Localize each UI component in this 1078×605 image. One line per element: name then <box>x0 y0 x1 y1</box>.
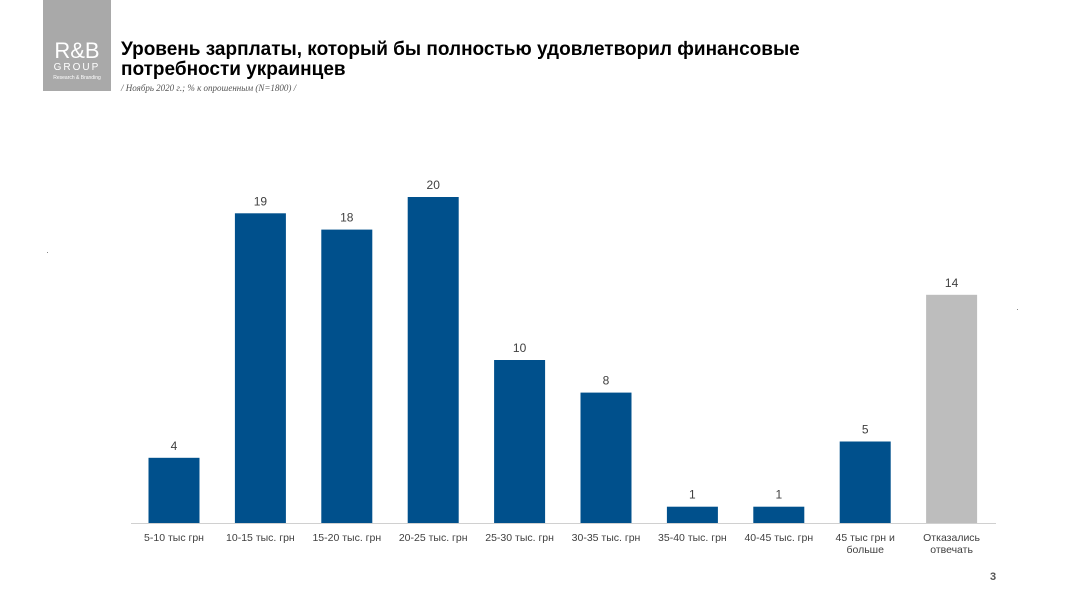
decorative-dot <box>1017 309 1018 310</box>
bar <box>580 392 632 523</box>
x-tick-label: 25-30 тыс. грн <box>485 532 554 544</box>
bar <box>321 229 373 523</box>
bar <box>666 506 718 523</box>
bar-value-label: 4 <box>171 439 178 453</box>
bar-value-label: 8 <box>603 374 610 388</box>
slide-title: Уровень зарплаты, который бы полностью у… <box>121 39 800 80</box>
x-tick-label: 20-25 тыс. грн <box>399 532 468 544</box>
bar <box>407 197 459 523</box>
logo-sub-text: GROUP <box>53 62 101 73</box>
bar <box>839 441 891 523</box>
x-tick-label: Отказались отвечать <box>923 532 980 556</box>
bar <box>494 360 546 523</box>
logo-tagline: Research & Branding <box>53 75 101 81</box>
x-tick-label: 45 тыс грн и больше <box>836 532 896 556</box>
bar <box>753 506 805 523</box>
bar <box>926 294 978 523</box>
bar-value-label: 19 <box>254 194 268 208</box>
x-tick-label: 5-10 тыс грн <box>144 532 204 544</box>
x-tick-label: 40-45 тыс. грн <box>744 532 813 544</box>
x-tick-label: 15-20 тыс. грн <box>312 532 381 544</box>
bar-value-label: 18 <box>340 211 354 225</box>
logo-main-text: R&B <box>54 38 100 63</box>
x-tick-label: 30-35 тыс. грн <box>572 532 641 544</box>
bar-value-label: 5 <box>862 423 869 437</box>
bar-value-label: 1 <box>775 488 782 502</box>
decorative-dot <box>47 252 48 253</box>
company-logo: R&B GROUP Research & Branding <box>43 0 111 91</box>
bar-value-label: 1 <box>689 488 696 502</box>
page-number: 3 <box>990 571 997 583</box>
bar-value-label: 14 <box>945 276 959 290</box>
bar-value-label: 10 <box>513 341 527 355</box>
bar-value-label: 20 <box>427 178 441 192</box>
bar <box>148 457 200 523</box>
bar <box>234 213 286 524</box>
x-tick-label: 10-15 тыс. грн <box>226 532 295 544</box>
x-tick-label: 35-40 тыс. грн <box>658 532 727 544</box>
slide-subtitle: / Ноябрь 2020 г.; % к опрошенным (N=1800… <box>121 83 297 93</box>
